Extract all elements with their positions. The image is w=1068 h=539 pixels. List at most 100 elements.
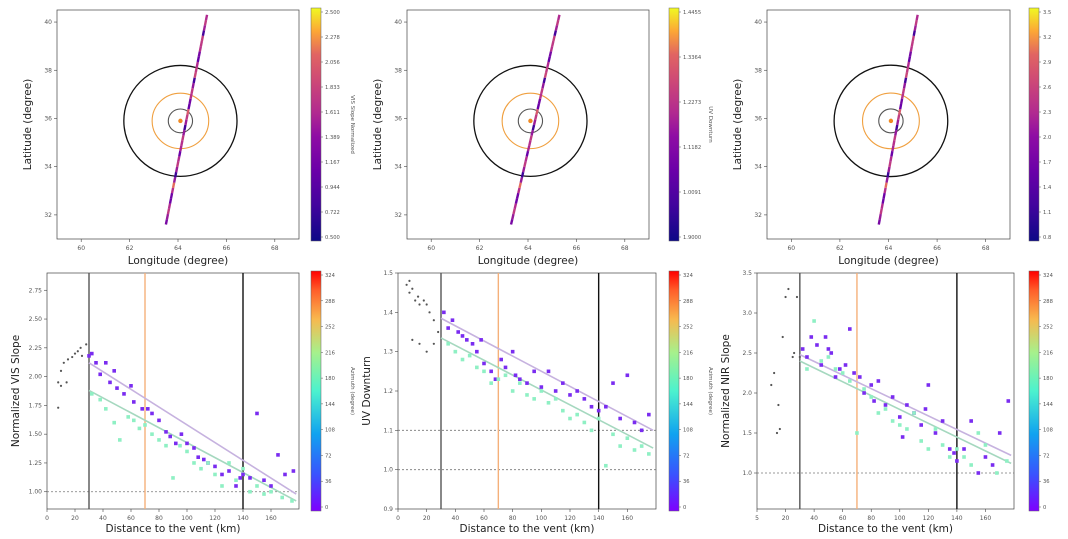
data-point-purple: [618, 416, 622, 421]
data-point-purple: [146, 407, 150, 411]
colorbar-tick-label: 252: [325, 325, 335, 331]
data-point-purple: [174, 441, 178, 446]
data-point-purple: [213, 464, 217, 469]
data-point-purple: [456, 330, 460, 334]
x-tick-label: 140: [951, 515, 963, 522]
data-point-purple: [202, 457, 206, 462]
data-point-purple: [809, 335, 814, 339]
data-point-green: [150, 432, 154, 436]
track-segment: [908, 51, 913, 57]
track-segment: [904, 72, 909, 78]
data-point-green: [112, 420, 116, 425]
data-point-inner: [57, 381, 60, 384]
x-tick-label: 120: [923, 515, 935, 522]
data-point-green: [639, 444, 644, 448]
track-segment: [880, 203, 884, 210]
data-point-green: [227, 461, 231, 465]
scatter-panel-1: 0 20 40 60 80 100 120 140 160 1.00 1.25 1.50 1.75 2.0…: [10, 272, 300, 535]
data-point-green: [137, 426, 142, 431]
track-segment: [906, 61, 911, 68]
track-segment: [901, 88, 906, 94]
data-point-green: [890, 419, 895, 423]
track-segment: [170, 187, 175, 194]
fit-line: [88, 362, 297, 495]
data-point-inner: [793, 351, 796, 355]
data-point-green: [905, 427, 909, 431]
track-segment: [911, 35, 915, 42]
track-segment: [513, 203, 518, 210]
data-point-inner: [778, 427, 781, 431]
y-tick-label: 2.00: [29, 374, 43, 381]
colorbar-tick-label: 1.1182: [683, 145, 701, 151]
data-point-inner: [414, 299, 417, 302]
data-point-inner: [80, 354, 84, 357]
x-tick-label: 68: [621, 245, 629, 252]
track-segment: [187, 103, 191, 110]
track-segment: [893, 135, 897, 141]
colorbar-tick-label: 3.2: [1043, 35, 1051, 41]
track-segment: [165, 213, 170, 220]
data-point-purple: [575, 389, 579, 393]
colorbar: 3.53.22.92.62.32.01.71.41.10.8NIR Slope …: [1028, 7, 1068, 242]
data-point-inner: [770, 383, 773, 387]
data-point-green: [290, 499, 294, 503]
data-point-purple: [132, 400, 136, 404]
data-point-inner: [411, 287, 414, 290]
track-segment: [913, 25, 917, 31]
colorbar-tick-label: 0.500: [325, 235, 340, 241]
track-segment: [169, 192, 174, 199]
track-segment: [896, 119, 900, 126]
track-segment: [907, 56, 912, 63]
y-axis-label: Normalized VIS Slope: [10, 335, 22, 447]
x-tick-label: 62: [836, 245, 844, 252]
data-point-green: [955, 447, 959, 451]
data-point-purple: [503, 365, 508, 370]
colorbar-tick-label: 1.2273: [683, 100, 701, 106]
data-point-purple: [291, 469, 296, 473]
colorbar-tick-label: 72: [325, 453, 332, 459]
track-segment: [553, 30, 557, 37]
x-tick-label: 60: [839, 515, 847, 522]
track-segment: [557, 14, 561, 21]
data-point-green: [933, 427, 938, 431]
x-tick-label: 80: [509, 515, 517, 522]
ring-140km: [473, 64, 588, 177]
track-segment: [903, 77, 908, 84]
track-segment: [540, 87, 544, 94]
track-segment: [890, 150, 894, 157]
data-point-green: [805, 367, 809, 371]
data-point-green: [446, 342, 450, 346]
data-point-inner: [422, 299, 425, 302]
data-point-purple: [255, 411, 259, 416]
track-segment: [902, 82, 907, 89]
data-point-purple: [947, 447, 952, 451]
track-segment: [172, 177, 177, 183]
data-point-green: [596, 416, 601, 421]
x-tick-label: 20: [782, 515, 790, 522]
x-axis-label: Distance to the vent (km): [106, 523, 241, 535]
data-point-purple: [460, 334, 465, 338]
data-point-green: [883, 407, 888, 411]
map-panel-1: 60 62 64 66 68 32 34 36 38 40 Longitude (degree) La…: [22, 9, 300, 267]
ring-30km: [878, 108, 904, 134]
track-segment: [197, 51, 202, 57]
ring-140km: [123, 64, 238, 177]
data-point-inner: [784, 295, 787, 299]
data-point-green: [618, 444, 622, 448]
data-point-purple: [108, 380, 112, 385]
y-tick-label: 1.2: [383, 388, 393, 395]
x-tick-label: 62: [126, 245, 134, 252]
data-point-green: [926, 447, 931, 451]
y-tick-label: 1.5: [383, 270, 393, 277]
track-segment: [883, 187, 887, 194]
track-segment: [543, 72, 548, 79]
y-tick-label: 1.50: [29, 431, 43, 438]
y-axis-label: Latitude (degree): [732, 79, 744, 171]
data-point-purple: [883, 403, 888, 407]
track-segment: [887, 166, 891, 173]
colorbar-tick-label: 1.9000: [683, 235, 701, 241]
colorbar-tick-label: 2.056: [325, 60, 340, 66]
data-point-purple: [639, 428, 644, 433]
track-segment: [879, 208, 883, 215]
data-point-inner: [432, 342, 435, 345]
